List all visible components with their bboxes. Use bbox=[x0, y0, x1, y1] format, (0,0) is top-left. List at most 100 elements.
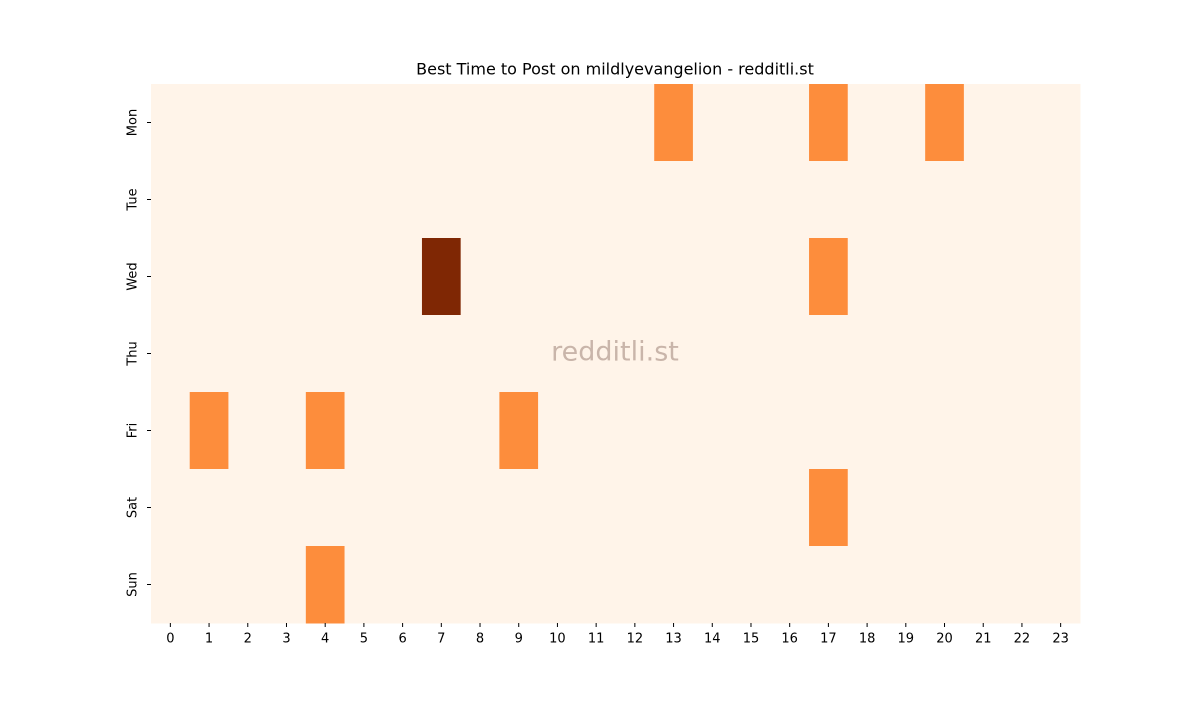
cell bbox=[151, 238, 191, 316]
cell bbox=[421, 392, 462, 470]
cell bbox=[228, 469, 268, 547]
cell bbox=[267, 84, 307, 162]
cell bbox=[267, 392, 307, 470]
cell bbox=[344, 392, 384, 470]
cell bbox=[576, 84, 616, 162]
cell bbox=[344, 161, 384, 239]
cell bbox=[847, 546, 887, 624]
cell bbox=[421, 315, 462, 393]
cell bbox=[576, 238, 616, 316]
x-tick-label: 7 bbox=[437, 632, 445, 647]
cell bbox=[421, 84, 462, 162]
cell bbox=[189, 238, 229, 316]
cell bbox=[770, 84, 810, 162]
cell bbox=[576, 161, 616, 239]
cell bbox=[576, 469, 616, 547]
cell bbox=[654, 392, 694, 470]
cell bbox=[925, 238, 965, 316]
cell bbox=[151, 392, 191, 470]
cell bbox=[925, 161, 965, 239]
cell bbox=[1041, 161, 1081, 239]
cell bbox=[189, 161, 229, 239]
cell bbox=[770, 315, 810, 393]
cell bbox=[654, 161, 694, 239]
cell bbox=[499, 469, 539, 547]
cell bbox=[925, 84, 965, 162]
cell bbox=[421, 161, 462, 239]
cell bbox=[383, 161, 423, 239]
cell bbox=[886, 238, 926, 316]
x-tick-label: 3 bbox=[282, 632, 290, 647]
x-tick-label: 2 bbox=[244, 632, 252, 647]
cell bbox=[731, 469, 771, 547]
cell bbox=[731, 546, 771, 624]
cell bbox=[847, 238, 887, 316]
x-tick-label: 5 bbox=[360, 632, 368, 647]
cell bbox=[499, 392, 539, 470]
cell bbox=[344, 84, 384, 162]
x-tick-label: 0 bbox=[166, 632, 174, 647]
cell bbox=[499, 546, 539, 624]
cell bbox=[344, 315, 384, 393]
cell bbox=[228, 546, 268, 624]
y-tick-label: Tue bbox=[126, 188, 141, 211]
cell bbox=[809, 469, 849, 547]
cell bbox=[731, 161, 771, 239]
cell bbox=[770, 546, 810, 624]
cell bbox=[925, 392, 965, 470]
x-tick-label: 22 bbox=[1014, 632, 1031, 647]
cell bbox=[847, 161, 887, 239]
cell bbox=[344, 469, 384, 547]
cell bbox=[228, 315, 268, 393]
cell bbox=[615, 469, 655, 547]
chart-title: Best Time to Post on mildlyevangelion - … bbox=[416, 60, 814, 79]
cell bbox=[305, 161, 346, 239]
x-tick-label: 19 bbox=[898, 632, 915, 647]
cell bbox=[538, 238, 578, 316]
cell bbox=[731, 238, 771, 316]
cell bbox=[460, 469, 500, 547]
cell bbox=[731, 315, 771, 393]
cell bbox=[692, 392, 733, 470]
cell bbox=[925, 469, 965, 547]
cell bbox=[267, 315, 307, 393]
cell bbox=[460, 392, 500, 470]
cell bbox=[654, 238, 694, 316]
cell bbox=[499, 84, 539, 162]
cell bbox=[538, 546, 578, 624]
cell bbox=[344, 238, 384, 316]
cell bbox=[499, 315, 539, 393]
cell bbox=[809, 84, 849, 162]
cell bbox=[305, 469, 346, 547]
y-tick-label: Sat bbox=[126, 497, 141, 518]
cell bbox=[1002, 161, 1042, 239]
cell bbox=[383, 238, 423, 316]
cell bbox=[1041, 238, 1081, 316]
cell bbox=[228, 161, 268, 239]
cell bbox=[1041, 392, 1081, 470]
y-tick-label: Sun bbox=[126, 572, 141, 597]
x-tick-label: 4 bbox=[321, 632, 329, 647]
cell bbox=[421, 238, 462, 316]
cell bbox=[847, 84, 887, 162]
cell bbox=[576, 546, 616, 624]
cell bbox=[654, 469, 694, 547]
x-tick-label: 20 bbox=[936, 632, 953, 647]
cell bbox=[460, 238, 500, 316]
cell bbox=[886, 546, 926, 624]
cell bbox=[886, 392, 926, 470]
x-tick-label: 9 bbox=[515, 632, 523, 647]
cell bbox=[228, 392, 268, 470]
cell bbox=[1041, 315, 1081, 393]
cell bbox=[576, 392, 616, 470]
x-tick-label: 18 bbox=[859, 632, 876, 647]
cell bbox=[1041, 546, 1081, 624]
cell bbox=[267, 238, 307, 316]
cell bbox=[963, 84, 1004, 162]
cell bbox=[189, 392, 229, 470]
cell bbox=[383, 469, 423, 547]
x-tick-label: 12 bbox=[627, 632, 644, 647]
cell bbox=[460, 546, 500, 624]
cell bbox=[615, 84, 655, 162]
